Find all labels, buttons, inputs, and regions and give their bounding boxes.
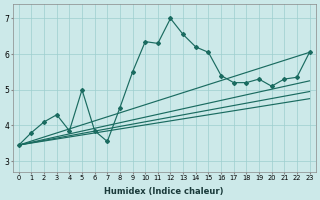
X-axis label: Humidex (Indice chaleur): Humidex (Indice chaleur)	[104, 187, 224, 196]
